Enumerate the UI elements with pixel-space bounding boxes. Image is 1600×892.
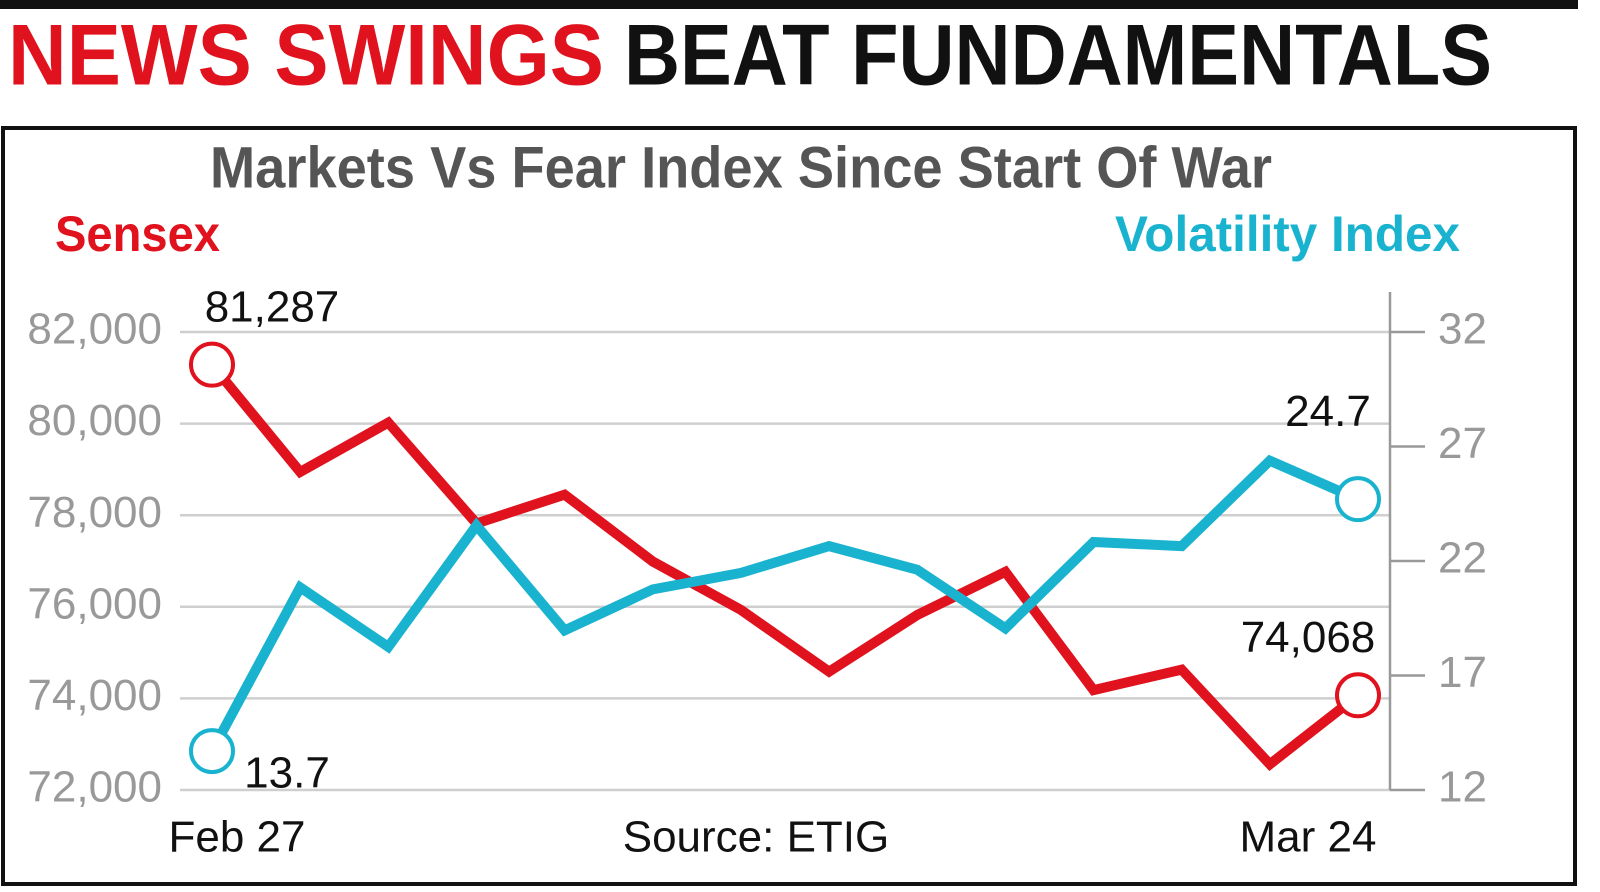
value-label: 24.7 — [1285, 387, 1371, 436]
frame — [1, 126, 1577, 886]
x-tick-label: Feb 27 — [169, 813, 306, 862]
x-tick-label: Mar 24 — [1240, 813, 1377, 862]
title: BEAT FUNDAMENTALS — [624, 8, 1492, 104]
y2-tick-label: 22 — [1438, 534, 1487, 583]
top-rule — [0, 0, 1578, 9]
source: Source: ETIG — [623, 813, 890, 862]
end-marker — [1335, 672, 1381, 719]
right-axis-title: Volatility Index — [1115, 206, 1460, 262]
y-tick-label: 78,000 — [27, 488, 162, 537]
value-label: 74,068 — [1241, 613, 1376, 662]
y2-tick-label: 17 — [1438, 648, 1487, 697]
end-marker — [1335, 476, 1381, 523]
y-tick-label: 76,000 — [27, 579, 162, 628]
y-tick-label: 82,000 — [27, 305, 162, 354]
y-tick-label: 80,000 — [27, 396, 162, 445]
end-marker — [189, 728, 235, 775]
subtitle: Markets Vs Fear Index Since Start Of War — [210, 135, 1272, 200]
y2-tick-label: 32 — [1438, 305, 1487, 354]
y2-tick-label: 27 — [1438, 419, 1487, 468]
y-tick-label: 72,000 — [27, 763, 162, 812]
series-line — [207, 454, 1361, 754]
y2-tick-label: 12 — [1438, 763, 1487, 812]
value-label: 81,287 — [205, 282, 340, 331]
value-label: 13.7 — [244, 749, 330, 798]
series-line — [208, 361, 1362, 772]
title-highlight: NEWS SWINGS — [8, 8, 604, 104]
end-marker — [189, 341, 235, 388]
y-tick-label: 74,000 — [27, 671, 162, 720]
left-axis-title: Sensex — [55, 206, 220, 262]
